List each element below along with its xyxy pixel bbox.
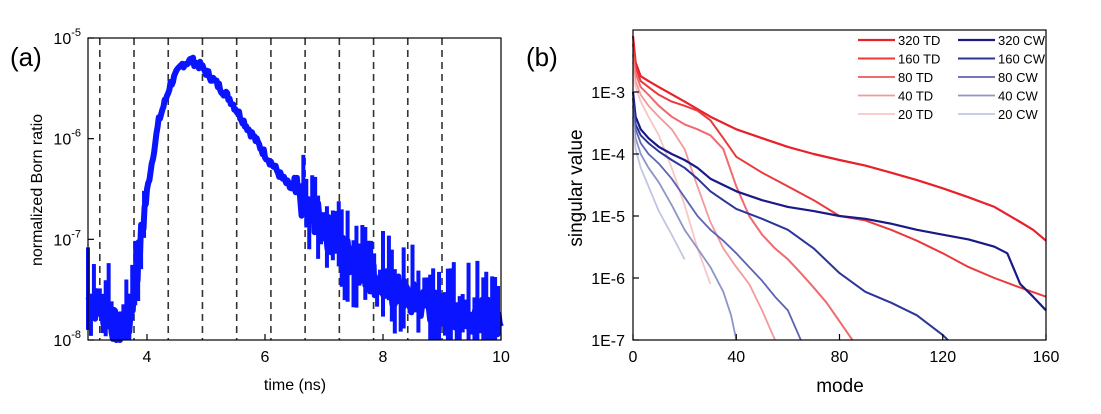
legend-label: 160 CW	[998, 52, 1046, 67]
legend-label: 20 CW	[998, 107, 1038, 122]
a-xtick-label: 6	[261, 349, 270, 366]
a-series	[85, 54, 504, 343]
a-y-axis: 10-8 10-7 10-6 10-5	[53, 27, 94, 350]
a-ytick-label: 10-6	[53, 128, 81, 149]
legend-label: 20 TD	[898, 107, 933, 122]
b-y-axis: 1E-7 1E-6 1E-5 1E-4 1E-3	[591, 85, 639, 350]
b-xtick-label: 120	[929, 349, 956, 366]
b-series-320-cw	[631, 91, 1047, 312]
a-xtick-label: 4	[143, 349, 152, 366]
a-xtick-label: 8	[379, 349, 388, 366]
legend-label: 80 TD	[898, 70, 933, 85]
b-legend: 320 TD 160 TD 80 TD 40 TD 20 TD 320 CW 160 CW 8…	[858, 33, 1046, 122]
a-plot-frame	[87, 37, 502, 341]
legend-label: 320 TD	[898, 33, 940, 48]
a-x-axis-title: time (ns)	[264, 377, 326, 394]
b-series-160-cw	[632, 97, 949, 341]
b-ytick-label: 1E-6	[591, 271, 625, 288]
b-series-160-td	[632, 43, 1047, 298]
a-ytick-label: 10-7	[53, 228, 81, 249]
a-xtick-label: 10	[492, 349, 510, 366]
legend-label: 40 TD	[898, 89, 933, 104]
panel-a-label: (a)	[10, 42, 42, 72]
legend-label: 40 CW	[998, 89, 1038, 104]
b-series-80-td	[632, 54, 854, 341]
panel-a: (a) 4 6 8 10 10-8 10-7 10-6 10-5 time (ns) nor…	[10, 27, 510, 394]
b-x-axis-title: mode	[816, 376, 864, 397]
b-xtick-label: 160	[1033, 349, 1060, 366]
b-series-40-td	[632, 62, 776, 341]
b-xtick-label: 40	[727, 349, 745, 366]
b-y-axis-title: singular value	[566, 129, 587, 246]
panel-b-label: (b)	[526, 42, 558, 72]
a-ytick-label: 10-8	[53, 329, 81, 350]
b-xtick-label: 0	[629, 349, 638, 366]
b-series-20-cw	[632, 124, 686, 260]
b-ytick-label: 1E-3	[591, 85, 625, 102]
a-ytick-label: 10-5	[53, 27, 81, 48]
b-xtick-label: 80	[831, 349, 849, 366]
b-series-40-cw	[632, 116, 738, 341]
legend-label: 320 CW	[998, 33, 1046, 48]
b-series-80-cw	[632, 105, 802, 341]
b-ytick-label: 1E-4	[591, 147, 625, 164]
b-x-axis: 0 40 80 120 160	[629, 334, 1060, 366]
legend-label: 160 TD	[898, 52, 940, 67]
legend-label: 80 CW	[998, 70, 1038, 85]
a-x-axis: 4 6 8 10	[143, 334, 510, 366]
panel-b: (b) 0 40 80 120 160 1E-7 1E-6 1E-5 1E-4 1E-3 mod…	[526, 29, 1060, 397]
b-series-320-td	[631, 35, 1047, 242]
b-series	[631, 35, 1047, 341]
a-y-axis-title: normalized Born ratio	[29, 114, 46, 266]
b-ytick-label: 1E-7	[591, 333, 625, 350]
b-ytick-label: 1E-5	[591, 209, 625, 226]
